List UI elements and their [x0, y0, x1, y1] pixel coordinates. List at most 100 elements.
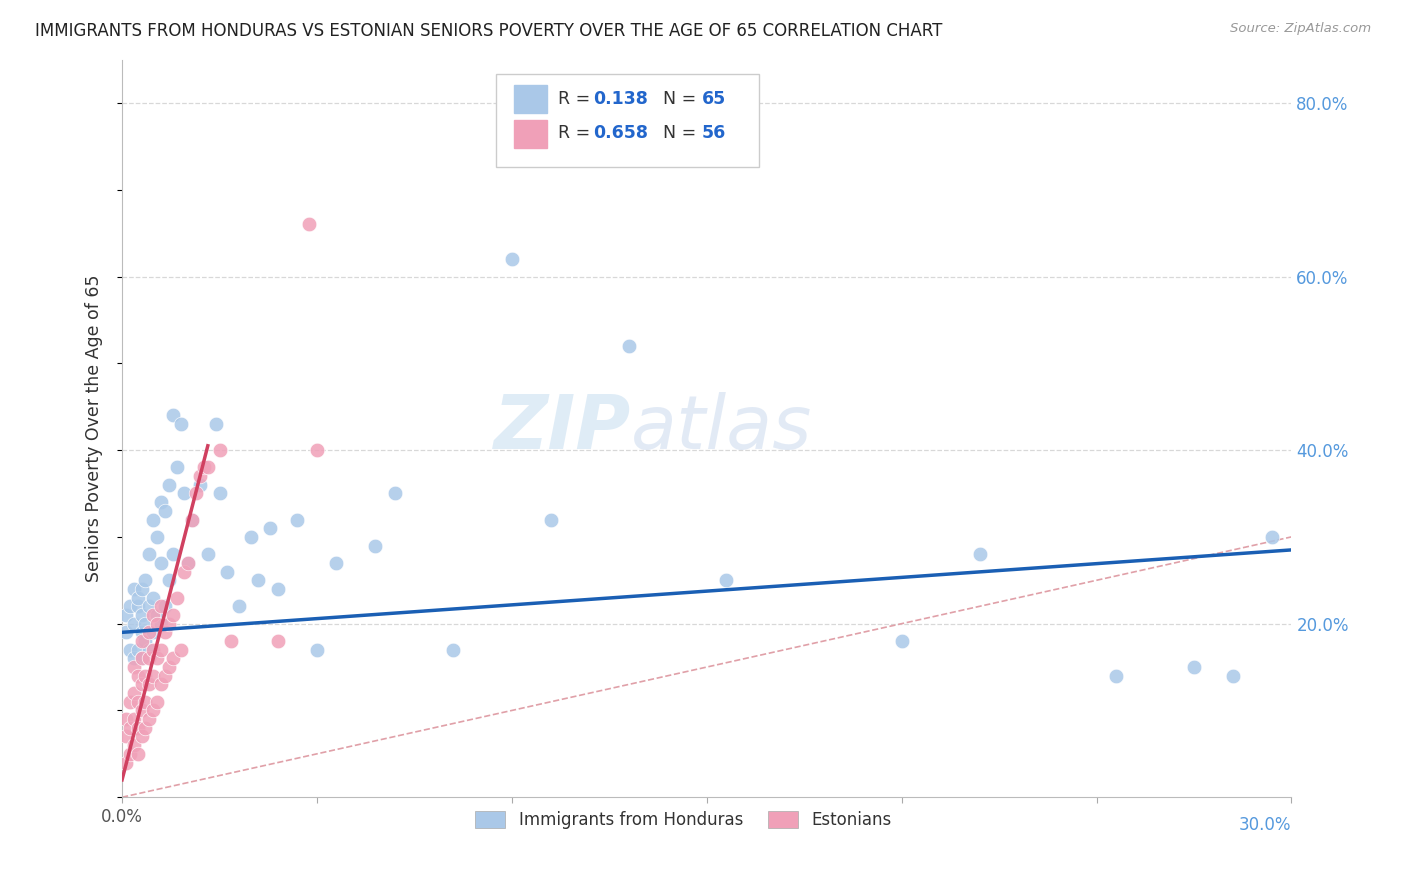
Point [138, 642, 160, 657]
Text: N =: N = [652, 90, 702, 108]
Text: atlas: atlas [631, 392, 813, 465]
Point [115, 730, 138, 744]
Point [157, 616, 180, 631]
Point [146, 607, 169, 622]
Point [127, 591, 149, 605]
Point [138, 547, 160, 561]
Point [173, 486, 195, 500]
Point [384, 486, 406, 500]
Point [122, 616, 145, 631]
Point [162, 547, 184, 561]
FancyBboxPatch shape [496, 74, 759, 167]
Point [118, 695, 141, 709]
Point [1222, 669, 1244, 683]
Point [146, 616, 169, 631]
Point [118, 642, 141, 657]
Point [364, 539, 387, 553]
Point [122, 712, 145, 726]
Point [146, 651, 169, 665]
Point [153, 599, 176, 614]
Point [162, 651, 184, 665]
Point [259, 521, 281, 535]
Point [122, 660, 145, 674]
Point [150, 677, 173, 691]
Point [142, 607, 165, 622]
Point [173, 565, 195, 579]
Point [134, 634, 156, 648]
Point [118, 721, 141, 735]
Point [142, 591, 165, 605]
Point [441, 642, 464, 657]
Point [142, 669, 165, 683]
Text: IMMIGRANTS FROM HONDURAS VS ESTONIAN SENIORS POVERTY OVER THE AGE OF 65 CORRELAT: IMMIGRANTS FROM HONDURAS VS ESTONIAN SEN… [35, 22, 942, 40]
Point [146, 530, 169, 544]
Point [177, 556, 200, 570]
Point [217, 565, 239, 579]
Point [162, 607, 184, 622]
Point [134, 616, 156, 631]
Point [127, 642, 149, 657]
Point [969, 547, 991, 561]
Point [142, 703, 165, 717]
Point [118, 747, 141, 761]
Point [153, 669, 176, 683]
Point [1182, 660, 1205, 674]
Point [150, 556, 173, 570]
Point [716, 574, 738, 588]
Point [142, 642, 165, 657]
Point [115, 625, 138, 640]
FancyBboxPatch shape [513, 120, 547, 148]
Point [169, 642, 191, 657]
Point [127, 721, 149, 735]
Point [134, 574, 156, 588]
Point [169, 417, 191, 431]
Point [127, 747, 149, 761]
Point [131, 634, 153, 648]
Point [188, 469, 211, 483]
Text: 56: 56 [702, 124, 727, 143]
Point [298, 218, 321, 232]
Point [208, 486, 231, 500]
Point [501, 252, 523, 267]
Point [540, 512, 562, 526]
Point [134, 721, 156, 735]
Point [228, 599, 250, 614]
Point [193, 460, 215, 475]
Point [305, 642, 328, 657]
Point [115, 607, 138, 622]
Text: Source: ZipAtlas.com: Source: ZipAtlas.com [1230, 22, 1371, 36]
Point [131, 677, 153, 691]
Point [131, 703, 153, 717]
Text: R =: R = [558, 90, 596, 108]
Point [127, 669, 149, 683]
Legend: Immigrants from Honduras, Estonians: Immigrants from Honduras, Estonians [475, 812, 891, 830]
Point [184, 486, 207, 500]
Point [150, 599, 173, 614]
Point [267, 634, 290, 648]
Point [197, 460, 219, 475]
Point [166, 460, 188, 475]
Point [142, 512, 165, 526]
Point [1261, 530, 1284, 544]
Text: 0.658: 0.658 [593, 124, 648, 143]
Y-axis label: Seniors Poverty Over the Age of 65: Seniors Poverty Over the Age of 65 [86, 275, 103, 582]
Point [239, 530, 262, 544]
Point [115, 756, 138, 770]
Text: ZIP: ZIP [494, 392, 631, 465]
Point [127, 695, 149, 709]
Point [146, 695, 169, 709]
Point [122, 738, 145, 752]
Point [153, 625, 176, 640]
Point [131, 730, 153, 744]
Text: 0.138: 0.138 [593, 90, 648, 108]
Text: 30.0%: 30.0% [1239, 815, 1292, 834]
Point [219, 634, 242, 648]
Point [115, 712, 138, 726]
Point [890, 634, 912, 648]
Point [131, 651, 153, 665]
Point [138, 625, 160, 640]
Point [208, 443, 231, 458]
Point [118, 599, 141, 614]
Point [138, 599, 160, 614]
Point [1105, 669, 1128, 683]
